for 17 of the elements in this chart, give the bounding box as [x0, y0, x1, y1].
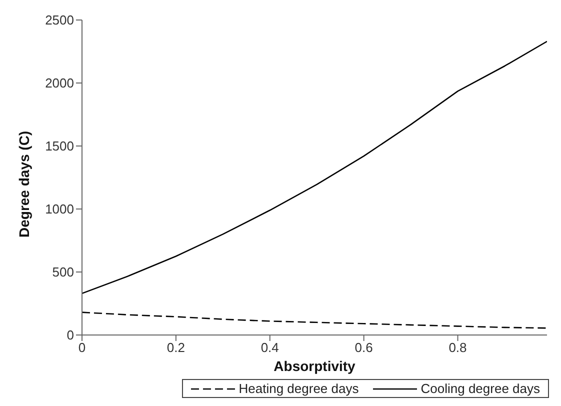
y-tick-label: 500 — [52, 264, 74, 280]
y-tick-label: 1000 — [45, 202, 74, 217]
x-tick-label: 0.8 — [448, 340, 467, 356]
legend-label: Cooling degree days — [420, 381, 540, 396]
line-series — [82, 40, 547, 294]
x-tick-label: 0.6 — [354, 340, 373, 356]
x-tick-label: 0.4 — [260, 340, 279, 356]
x-tick-label: 0.2 — [166, 340, 185, 356]
legend-label: Heating degree days — [238, 381, 359, 396]
x-axis-title: Absorptivity — [274, 358, 356, 374]
x-tick-label: 0 — [78, 340, 86, 356]
line-series — [82, 312, 547, 329]
y-tick-label: 2000 — [45, 76, 74, 91]
y-axis-title: Degree days (C) — [16, 130, 32, 238]
y-tick-label: 1500 — [45, 138, 74, 154]
y-tick-label: 2500 — [45, 12, 74, 28]
y-tick-label: 0 — [66, 328, 74, 343]
